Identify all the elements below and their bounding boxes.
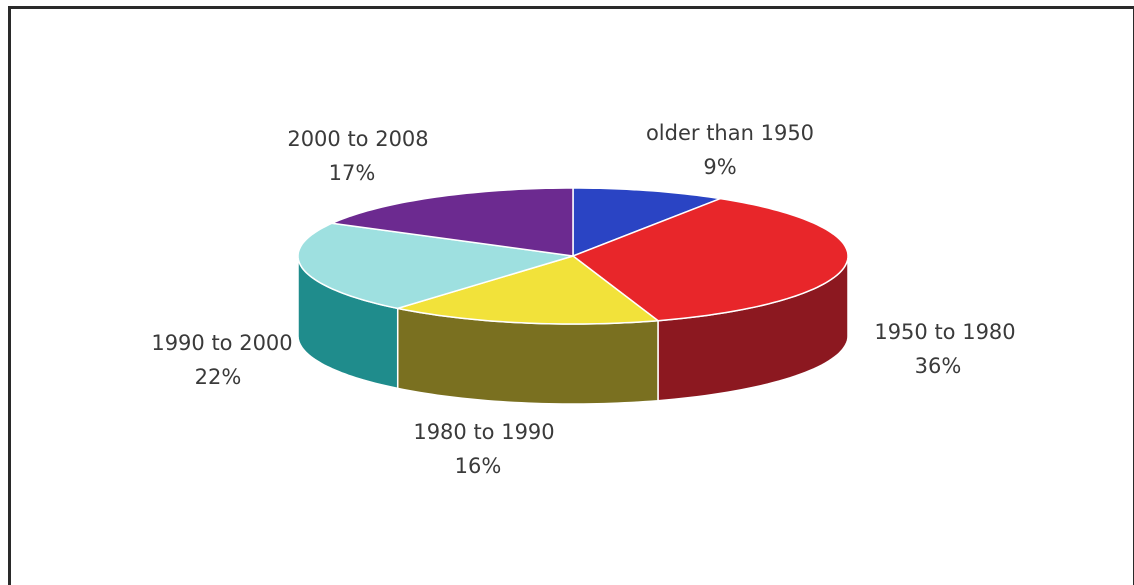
pie-slice-1950-to-1980 xyxy=(571,197,849,322)
label-pct-1950-to-1980: 36% xyxy=(915,354,962,378)
label-pct-1980-to-1990: 16% xyxy=(455,454,502,478)
pie-slice-2000-to-2008 xyxy=(329,187,574,257)
pie-slice-1980-to-1990 xyxy=(397,255,661,325)
label-pct-older-than-1950: 9% xyxy=(703,155,736,179)
label-pct-1990-to-2000: 22% xyxy=(195,365,242,389)
label-name-older-than-1950: older than 1950 xyxy=(646,121,814,145)
pie-slice-1990-to-2000 xyxy=(297,222,574,310)
label-name-1950-to-1980: 1950 to 1980 xyxy=(874,320,1015,344)
label-pct-2000-to-2008: 17% xyxy=(329,161,376,185)
label-name-2000-to-2008: 2000 to 2008 xyxy=(287,127,428,151)
label-name-1990-to-2000: 1990 to 2000 xyxy=(151,331,292,355)
pie-slice-older-than-1950 xyxy=(572,187,724,258)
label-name-1980-to-1990: 1980 to 1990 xyxy=(413,420,554,444)
